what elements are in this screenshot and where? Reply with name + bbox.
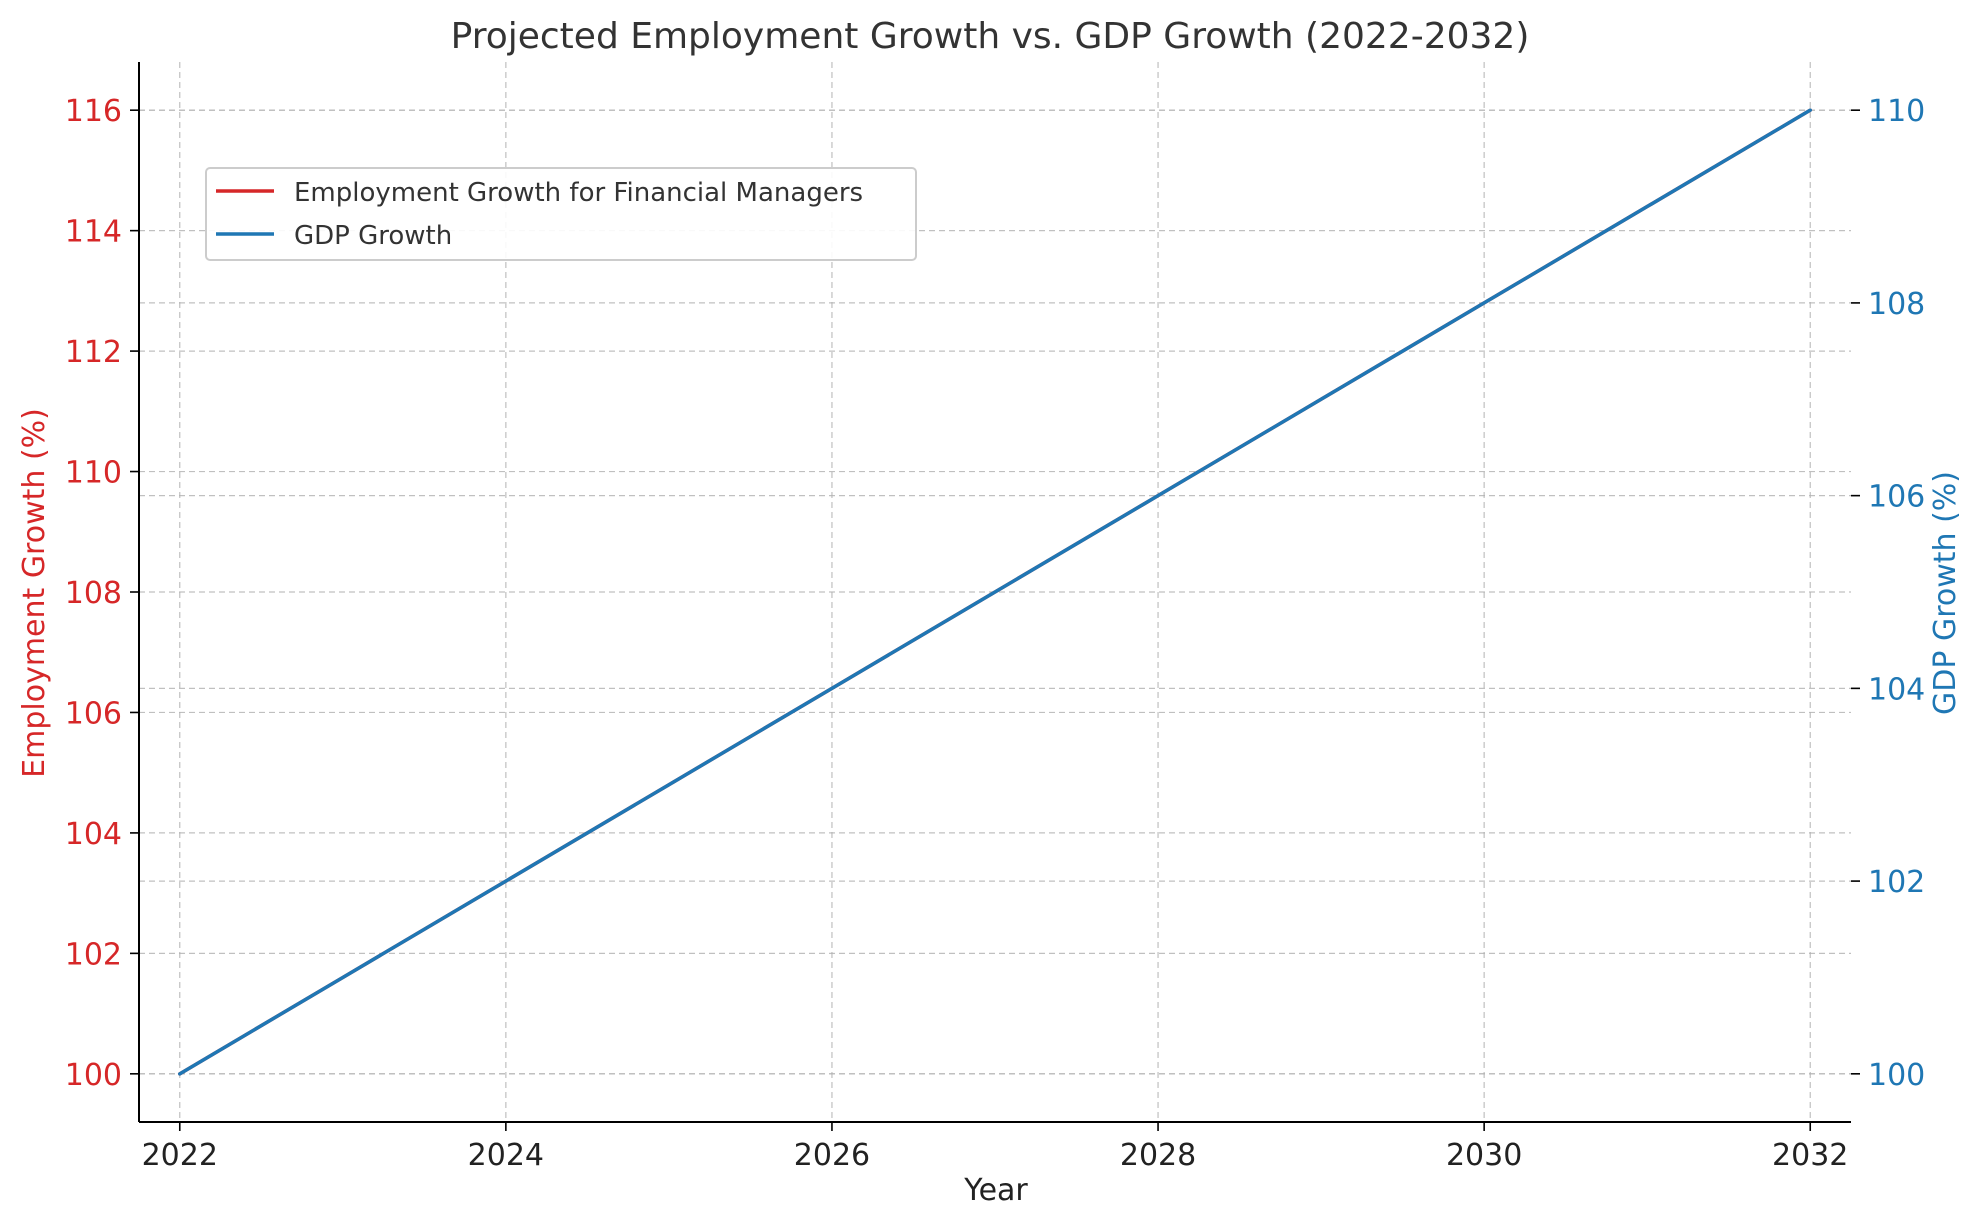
- right-y-tick-label: 110: [1868, 94, 1925, 129]
- left-y-axis-ticks: 100 102 104 106 108 110 112 114 116: [65, 94, 139, 1093]
- x-tick-label: 2024: [468, 1138, 544, 1173]
- x-axis-ticks: 2022 2024 2026 2028 2030 2032: [142, 1122, 1848, 1173]
- left-y-axis-label: Employment Growth (%): [17, 408, 52, 778]
- series-line-gdp: [178, 108, 1812, 1076]
- right-y-tick-label: 108: [1868, 287, 1925, 322]
- legend-label-employment: Employment Growth for Financial Managers: [294, 178, 863, 208]
- legend-label-gdp: GDP Growth: [294, 221, 452, 251]
- right-y-tick-label: 104: [1868, 672, 1925, 707]
- left-y-tick-label: 116: [65, 94, 122, 129]
- x-tick-label: 2026: [794, 1138, 870, 1173]
- left-y-tick-label: 102: [65, 937, 122, 972]
- left-y-tick-label: 106: [65, 696, 122, 731]
- x-tick-label: 2028: [1120, 1138, 1196, 1173]
- left-y-tick-label: 114: [65, 215, 122, 250]
- left-y-tick-label: 104: [65, 817, 122, 852]
- x-tick-label: 2022: [142, 1138, 218, 1173]
- right-y-axis-label: GDP Growth (%): [1928, 471, 1963, 715]
- x-tick-label: 2032: [1772, 1138, 1848, 1173]
- right-y-axis-ticks: 100 102 104 106 108 110: [1851, 94, 1925, 1093]
- series-lines: [178, 108, 1812, 1076]
- x-tick-label: 2030: [1446, 1138, 1522, 1173]
- chart-title: Projected Employment Growth vs. GDP Grow…: [451, 16, 1530, 57]
- x-axis-label: Year: [963, 1173, 1028, 1208]
- left-y-tick-label: 100: [65, 1058, 122, 1093]
- legend: Employment Growth for Financial Managers…: [205, 167, 917, 261]
- right-y-tick-label: 106: [1868, 480, 1925, 515]
- left-y-tick-label: 110: [65, 456, 122, 491]
- right-y-tick-label: 102: [1868, 865, 1925, 900]
- legend-frame: [205, 167, 917, 261]
- left-y-tick-label: 108: [65, 576, 122, 611]
- right-y-tick-label: 100: [1868, 1058, 1925, 1093]
- left-y-tick-label: 112: [65, 335, 122, 370]
